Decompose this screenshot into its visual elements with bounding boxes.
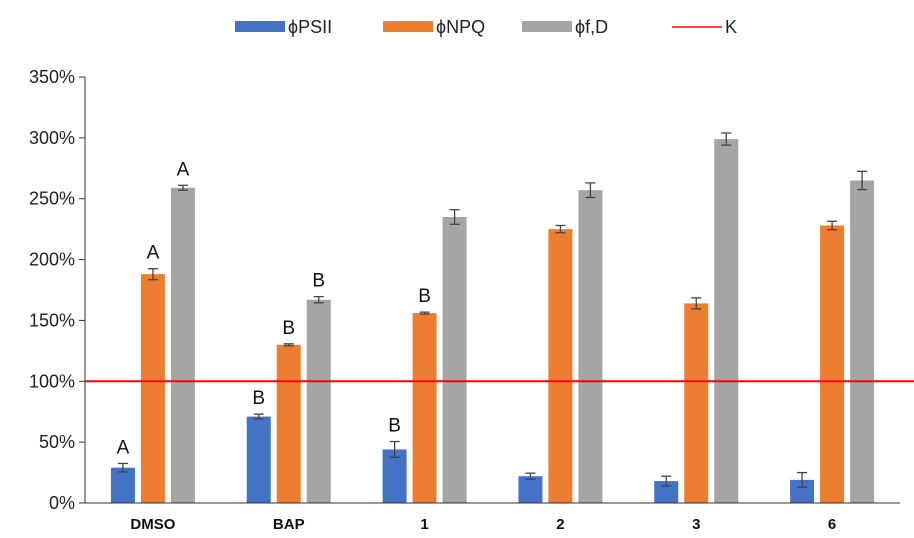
x-tick-label: 6 bbox=[828, 516, 836, 533]
significance-letter: B bbox=[418, 286, 431, 307]
y-tick-label: 250% bbox=[29, 189, 75, 209]
bar bbox=[790, 479, 815, 503]
bar bbox=[442, 216, 467, 503]
significance-letter: B bbox=[252, 388, 265, 409]
x-tick-label: 3 bbox=[692, 516, 700, 533]
bars: A A A B B B B B bbox=[110, 132, 875, 504]
bar bbox=[684, 303, 709, 503]
y-tick-label: 150% bbox=[29, 310, 75, 330]
legend-label: ϕPSII bbox=[288, 17, 332, 37]
x-tick-label: 1 bbox=[420, 516, 428, 533]
bar bbox=[276, 344, 301, 503]
bar bbox=[382, 449, 407, 503]
y-tick-label: 200% bbox=[29, 250, 75, 270]
y-tick-label: 350% bbox=[29, 67, 75, 87]
bar bbox=[850, 180, 875, 503]
x-axis: DMSO BAP 1 2 3 6 bbox=[85, 502, 900, 533]
bar bbox=[110, 467, 135, 503]
significance-letter: A bbox=[177, 159, 190, 180]
y-tick-label: 50% bbox=[39, 432, 75, 452]
x-tick-label: DMSO bbox=[130, 516, 175, 533]
y-axis: 0% 50% 100% 150% 200% 250% 300% 350% bbox=[29, 67, 86, 513]
legend-swatch bbox=[522, 21, 572, 32]
legend: ϕPSII ϕNPQ ϕf,D K bbox=[235, 17, 737, 37]
legend-label: ϕf,D bbox=[575, 17, 608, 37]
bar bbox=[518, 476, 543, 503]
bar bbox=[170, 187, 195, 503]
legend-swatch bbox=[235, 21, 285, 32]
bar bbox=[412, 313, 437, 503]
x-tick-label: BAP bbox=[273, 516, 305, 533]
bar bbox=[578, 190, 603, 504]
x-tick-label: 2 bbox=[556, 516, 564, 533]
legend-label: ϕNPQ bbox=[436, 17, 485, 37]
y-tick-label: 0% bbox=[49, 493, 75, 513]
bar bbox=[714, 139, 739, 503]
bar bbox=[246, 416, 271, 503]
bar bbox=[654, 481, 679, 503]
bar bbox=[820, 225, 845, 503]
y-tick-label: 100% bbox=[29, 371, 75, 391]
significance-letter: A bbox=[147, 243, 160, 264]
legend-label: K bbox=[725, 17, 737, 37]
significance-letter: B bbox=[282, 318, 295, 339]
bar bbox=[140, 274, 165, 503]
legend-swatch bbox=[383, 21, 433, 32]
significance-letter: B bbox=[388, 416, 401, 437]
significance-letter: A bbox=[117, 437, 130, 458]
bar bbox=[306, 299, 331, 503]
significance-letter: B bbox=[312, 271, 325, 292]
y-tick-label: 300% bbox=[29, 128, 75, 148]
bar bbox=[548, 229, 573, 503]
